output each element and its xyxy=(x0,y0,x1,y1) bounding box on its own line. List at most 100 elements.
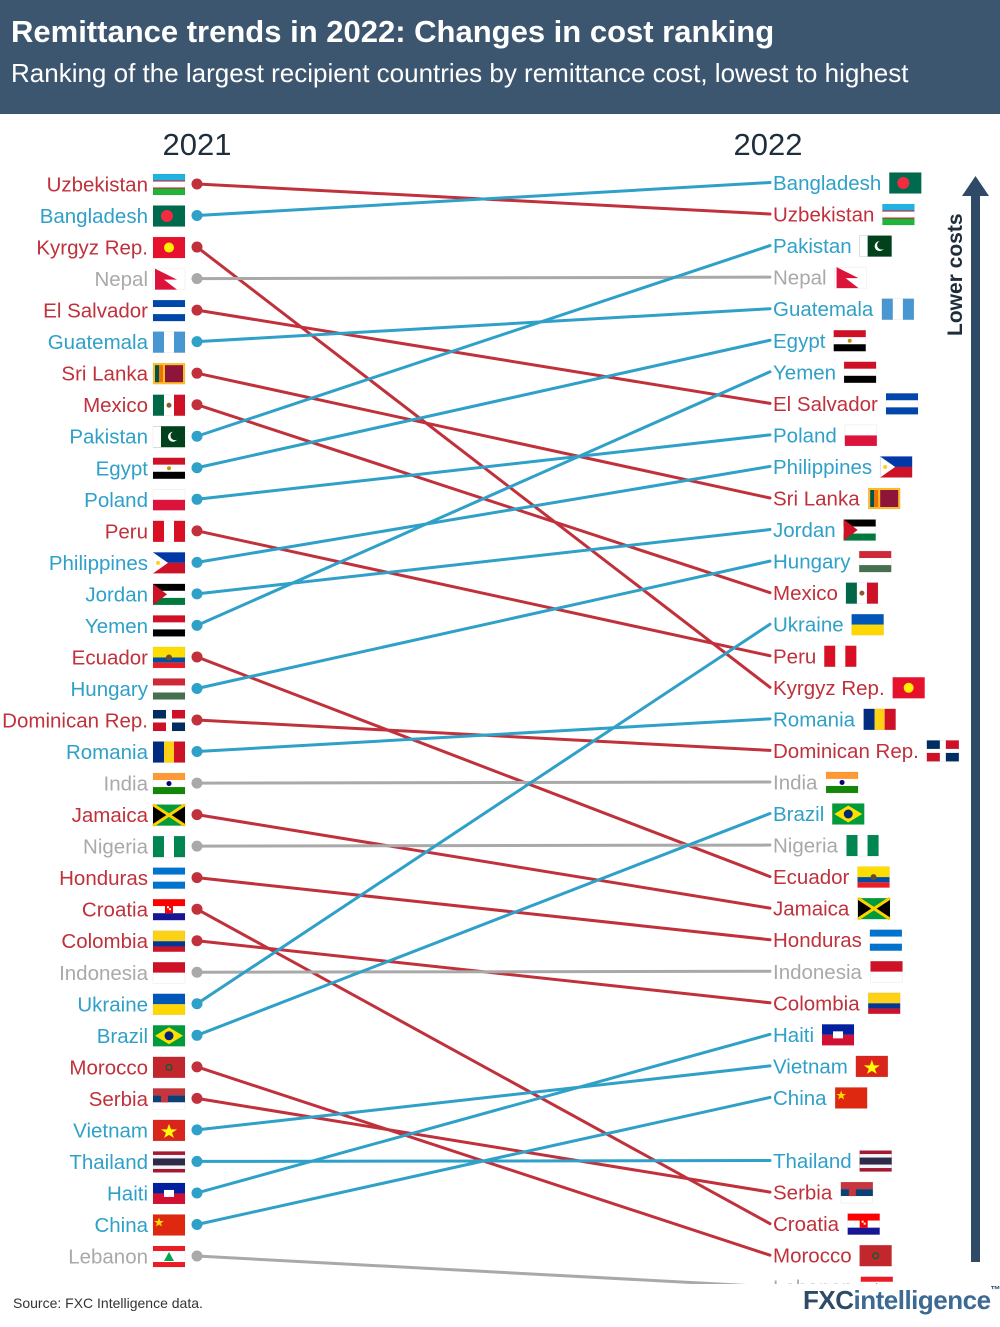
flag-2022-brazil-icon xyxy=(831,803,865,825)
label-2021-uzbekistan: Uzbekistan xyxy=(47,174,148,197)
dot-2021-china xyxy=(191,1218,203,1230)
label-2021-vietnam: Vietnam xyxy=(73,1119,148,1142)
slope-line-nepal xyxy=(195,275,772,281)
dot-2021-ukraine xyxy=(191,998,203,1010)
lower-costs-arrow-shaft xyxy=(971,194,980,1262)
label-2021-kyrgyz-rep: Kyrgyz Rep. xyxy=(36,237,148,260)
flag-2021-sri-lanka-icon xyxy=(152,362,186,385)
flag-2022-india-icon xyxy=(825,771,859,794)
label-2021-indonesia: Indonesia xyxy=(59,962,149,985)
flag-2022-ecuador-icon xyxy=(857,866,890,888)
label-2021-serbia: Serbia xyxy=(89,1088,149,1111)
slope-line-india xyxy=(195,780,772,785)
label-2022-jordan: Jordan xyxy=(773,519,836,542)
flag-2022-jamaica-icon xyxy=(857,896,891,921)
flag-2021-serbia-icon xyxy=(152,1088,186,1110)
label-2022-lebanon: Lebanon xyxy=(773,1276,853,1284)
flag-2021-guatemala-icon xyxy=(152,331,186,353)
flag-2022-bangladesh-icon xyxy=(888,172,922,194)
dot-2021-yemen xyxy=(191,619,203,631)
flag-2021-croatia-icon xyxy=(152,898,186,921)
dot-2021-el-salvador xyxy=(191,304,203,316)
flag-2022-yemen-icon xyxy=(843,361,877,384)
flag-2022-vietnam-icon xyxy=(855,1055,889,1078)
label-2022-haiti: Haiti xyxy=(773,1024,814,1047)
flag-2022-indonesia-icon xyxy=(870,960,903,983)
dot-2021-sri-lanka xyxy=(191,367,203,379)
slope-line-ecuador xyxy=(195,655,772,879)
label-2021-jamaica: Jamaica xyxy=(72,804,149,827)
label-2022-morocco: Morocco xyxy=(773,1245,852,1268)
flag-2021-ecuador-icon xyxy=(152,646,186,669)
label-2021-romania: Romania xyxy=(66,741,149,764)
label-2021-colombia: Colombia xyxy=(61,930,148,953)
slope-line-brazil xyxy=(195,812,772,1037)
label-2022-china: China xyxy=(773,1087,827,1110)
flag-2021-jordan-icon xyxy=(152,583,186,606)
slope-line-jamaica xyxy=(195,813,772,910)
label-2021-philippines: Philippines xyxy=(49,552,148,575)
flag-2021-pakistan-icon xyxy=(152,425,186,448)
label-2022-romania: Romania xyxy=(773,708,856,731)
label-2022-ecuador: Ecuador xyxy=(773,866,850,889)
flag-2021-poland-icon xyxy=(152,488,186,511)
flag-2021-brazil-icon xyxy=(152,1025,186,1047)
label-2022-kyrgyz-rep: Kyrgyz Rep. xyxy=(773,677,885,700)
flag-2021-bangladesh-icon xyxy=(152,205,186,227)
dot-2021-bangladesh xyxy=(191,210,203,222)
slope-lines xyxy=(191,178,772,1284)
label-2021-honduras: Honduras xyxy=(59,867,148,890)
flag-2022-dominican-rep-icon xyxy=(926,740,960,762)
label-2022-hungary: Hungary xyxy=(773,551,851,574)
label-2021-mexico: Mexico xyxy=(83,394,148,417)
label-2021-croatia: Croatia xyxy=(82,899,149,922)
logo-tm: ™ xyxy=(990,1285,1000,1296)
flag-2021-nigeria-icon xyxy=(152,835,186,858)
year-label-2022: 2022 xyxy=(734,127,803,162)
dot-2021-serbia xyxy=(191,1092,203,1104)
label-2021-sri-lanka: Sri Lanka xyxy=(61,363,148,386)
flag-2021-lebanon-icon xyxy=(152,1245,186,1268)
label-2021-thailand: Thailand xyxy=(69,1151,148,1174)
flag-2021-yemen-icon xyxy=(152,615,186,637)
flag-2022-pakistan-icon xyxy=(859,235,892,257)
flag-2022-nigeria-icon xyxy=(846,834,879,857)
flag-2022-hungary-icon xyxy=(858,550,892,573)
label-2022-thailand: Thailand xyxy=(773,1150,852,1173)
dot-2021-haiti xyxy=(191,1187,203,1199)
dot-2021-brazil xyxy=(191,1029,203,1041)
flag-2022-nepal-icon xyxy=(834,266,867,289)
label-2022-indonesia: Indonesia xyxy=(773,961,863,984)
flag-2022-china-icon xyxy=(834,1087,868,1109)
flag-2022-serbia-icon xyxy=(840,1181,874,1204)
flag-2021-honduras-icon xyxy=(152,867,186,889)
label-2021-pakistan: Pakistan xyxy=(69,426,148,449)
label-2022-bangladesh: Bangladesh xyxy=(773,172,881,195)
logo-fxc-text: FXC xyxy=(803,1285,854,1315)
slope-line-haiti xyxy=(195,1032,772,1195)
flag-2021-china-icon xyxy=(152,1214,186,1236)
label-2021-poland: Poland xyxy=(84,489,148,512)
dot-2021-hungary xyxy=(191,682,203,694)
flag-2021-thailand-icon xyxy=(152,1151,186,1173)
slope-line-jordan xyxy=(195,528,772,596)
slope-line-serbia xyxy=(195,1096,772,1194)
flag-2021-dominican-rep-icon xyxy=(152,709,186,732)
country-labels: Uzbekistan Uzbekistan Bangladesh Bangladesh… xyxy=(2,172,919,1284)
label-2022-philippines: Philippines xyxy=(773,456,872,479)
label-2022-brazil: Brazil xyxy=(773,803,824,826)
label-2021-china: China xyxy=(94,1214,148,1237)
label-2021-nigeria: Nigeria xyxy=(83,836,149,859)
dot-2021-india xyxy=(191,777,203,789)
label-2022-yemen: Yemen xyxy=(773,361,836,384)
label-2022-dominican-rep: Dominican Rep. xyxy=(773,740,919,763)
label-2021-jordan: Jordan xyxy=(85,583,148,606)
label-2022-nepal: Nepal xyxy=(773,267,827,290)
flag-2022-ukraine-icon xyxy=(851,613,884,636)
label-2022-pakistan: Pakistan xyxy=(773,235,852,258)
label-2022-india: India xyxy=(773,771,818,794)
flag-2022-mexico-icon xyxy=(845,582,879,604)
flag-2022-poland-icon xyxy=(844,424,878,447)
flag-2022-uzbekistan-icon xyxy=(882,203,915,226)
flag-2022-kyrgyz-rep-icon xyxy=(892,676,925,699)
